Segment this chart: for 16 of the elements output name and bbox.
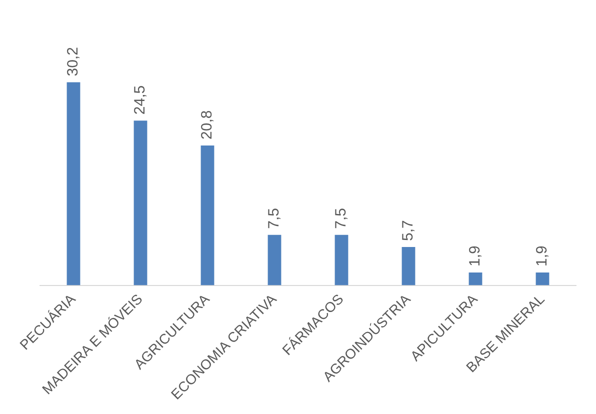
bar (200, 145, 214, 286)
bar (66, 82, 80, 286)
bar (134, 120, 148, 286)
data-label: 5,7 (400, 220, 417, 241)
data-label: 30,2 (64, 47, 82, 76)
data-label: 20,8 (198, 110, 216, 140)
data-label: 24,5 (132, 85, 149, 115)
data-label: 7,5 (266, 208, 283, 229)
bar (468, 272, 482, 286)
data-label: 1,9 (534, 246, 551, 267)
bar (402, 246, 416, 286)
bar (268, 234, 282, 286)
data-label: 1,9 (466, 246, 484, 267)
data-label: 7,5 (332, 208, 350, 229)
bar (536, 272, 550, 286)
bar (334, 234, 348, 286)
